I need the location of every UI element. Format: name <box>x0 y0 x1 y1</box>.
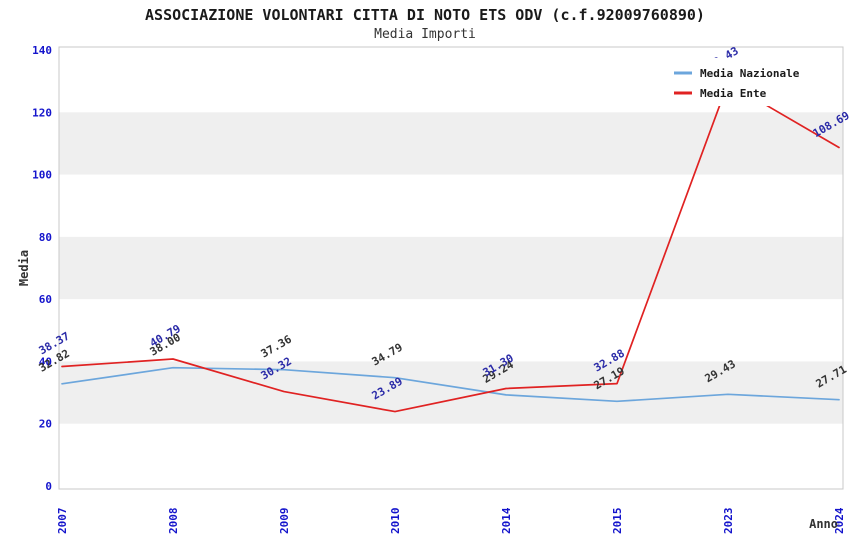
legend-label-media-nazionale: Media Nazionale <box>700 67 800 80</box>
legend-label-media-ente: Media Ente <box>700 87 767 100</box>
y-tick-label: 100 <box>32 169 52 182</box>
y-tick-label: 60 <box>39 293 52 306</box>
x-axis-ticks: 2007 2008 2009 2010 2014 2015 2023 2024 <box>56 507 846 534</box>
x-tick-label: 2014 <box>500 507 513 534</box>
x-tick-label: 2009 <box>278 508 291 535</box>
y-axis-ticks: 0 20 40 60 80 100 120 140 <box>32 44 52 493</box>
chart-title: ASSOCIAZIONE VOLONTARI CITTA DI NOTO ETS… <box>145 6 705 24</box>
legend-background <box>664 58 806 106</box>
legend: Media Nazionale Media Ente <box>664 58 806 106</box>
y-tick-label: 140 <box>32 44 52 57</box>
y-tick-label: 20 <box>39 418 52 431</box>
x-tick-label: 2023 <box>722 508 735 535</box>
line-media-ente <box>61 82 840 413</box>
line-media-nazionale <box>61 366 840 403</box>
chart-subtitle: Media Importi <box>374 27 476 42</box>
value-label: 37.36 <box>259 333 295 361</box>
x-tick-label: 2015 <box>611 508 624 535</box>
grid-band <box>59 361 843 424</box>
y-tick-label: 80 <box>39 231 52 244</box>
x-axis-title: Anno <box>809 517 838 531</box>
x-tick-label: 2024 <box>833 507 846 534</box>
grid-band <box>59 236 843 300</box>
y-tick-label: 0 <box>45 480 52 493</box>
x-tick-label: 2007 <box>56 508 69 535</box>
y-tick-label: 120 <box>32 106 52 119</box>
y-axis-title: Media <box>17 250 31 286</box>
x-tick-label: 2008 <box>167 508 180 535</box>
y-tick-label: 40 <box>39 355 52 368</box>
grid-bands <box>59 112 843 424</box>
x-tick-label: 2010 <box>389 508 402 535</box>
plot-border <box>58 46 844 490</box>
grid-band <box>59 112 843 175</box>
